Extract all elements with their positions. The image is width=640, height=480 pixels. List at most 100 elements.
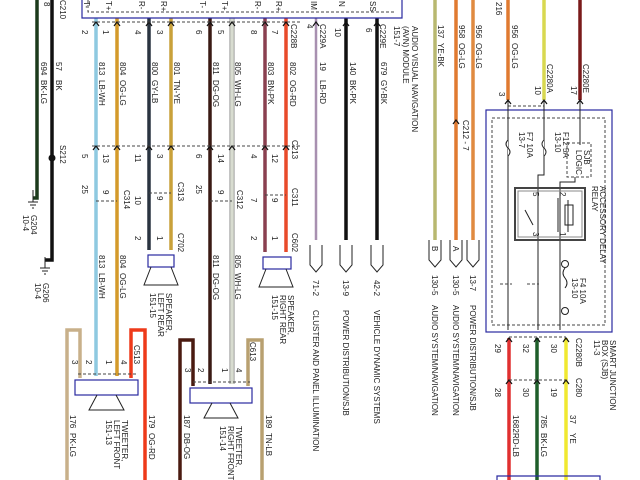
pin-number: 2 <box>249 236 258 241</box>
pin-number: 1 <box>220 368 229 373</box>
pin-label: R+ <box>159 1 168 12</box>
inline-connector-shells <box>96 192 286 202</box>
wire-color-code: YE-BK <box>436 43 445 68</box>
wire-color-code: TN-LB <box>264 433 273 456</box>
pin-number: 12 <box>270 154 279 163</box>
wire-color-code: WH-LG <box>233 80 242 107</box>
fuse-f12-icon <box>541 139 547 157</box>
connector-arrow-icon <box>167 21 175 27</box>
reference-page: 13-9 <box>341 280 350 297</box>
tweeter-cone-icon <box>88 394 125 411</box>
c613-label: C613 <box>248 342 257 362</box>
pin-number: 19 <box>549 388 558 397</box>
pin-label: T- <box>82 1 91 8</box>
pin-number: 4 <box>133 30 142 35</box>
fuse-terminal <box>561 307 569 315</box>
pin-number: 8 <box>249 30 258 35</box>
c212-label: C212 - 7 <box>461 120 470 151</box>
page-reference[interactable]: 42-2 VEHICLE DYNAMIC SYSTEMS <box>370 245 384 424</box>
page-reference[interactable]: 13-9 POWER DISTRIBUTION/SJB <box>339 245 353 416</box>
c2280b-label: C2280B <box>574 338 583 367</box>
pin-number: 2 <box>84 360 93 365</box>
pin-label: R+ <box>274 1 283 12</box>
avn-module-subtitle: (AVN) MODULE <box>401 26 410 84</box>
wire-circuit-number: 805 <box>233 62 242 76</box>
wire-color-code: OG-LG <box>510 43 519 69</box>
wire-color-code: PK-LG <box>68 433 77 457</box>
wire-189-tn-lb <box>246 338 264 480</box>
speaker-location: RIGHT REAR <box>278 295 287 344</box>
c228b-label: C228B <box>289 24 298 48</box>
pin-number: 7 <box>249 198 258 203</box>
pin-number: 25 <box>194 185 203 194</box>
page-reference[interactable]: A 130-5 AUDIO SYSTEM/NAVIGATION <box>449 240 463 416</box>
wire-color-code: BK <box>54 80 63 91</box>
c2280e-label: C2280E <box>581 64 590 93</box>
wire-circuit-number: 804 <box>118 255 127 269</box>
speaker-name: SPEAKER, <box>286 295 295 335</box>
wire-circuit-number: 137 <box>436 25 445 39</box>
connector-arrow-icon <box>452 119 460 125</box>
sjb-internal-lines <box>507 100 581 330</box>
wire-labels: 694BK-LG57BK813LB-WH813LB-WH804OG-LG804O… <box>39 25 577 460</box>
pin-number: 3 <box>70 360 79 365</box>
pin-label: T- <box>198 1 207 8</box>
wire-color-code: WH-LG <box>233 273 242 300</box>
reference-label: VEHICLE DYNAMIC SYSTEMS <box>372 310 381 424</box>
wire-color-code: TN-YE <box>172 80 181 104</box>
wire-187-db-og <box>178 338 195 480</box>
avn-module: T- T+ R- R+ T- T+ R- R+ IM N SS AUDIO VI… <box>81 0 419 132</box>
g206-label: G206 <box>41 283 50 303</box>
pin-number: 10 <box>533 86 542 95</box>
pin-number: 3 <box>155 154 164 159</box>
speaker-cone-icon <box>143 266 179 286</box>
wire-circuit-number: 802 <box>288 62 297 76</box>
relay-switch-icon <box>524 198 569 232</box>
pin-number: 1 <box>101 30 110 35</box>
tweeter-body <box>189 387 253 404</box>
wire-circuit-number: 813 <box>97 255 106 269</box>
g204-label: G204 <box>29 215 38 235</box>
avn-module-title: AUDIO VISUAL NAVIGATION <box>410 26 419 132</box>
pin-number: 2 <box>80 30 89 35</box>
connector-arrow-icon <box>312 21 320 27</box>
page-reference[interactable]: 13-7 POWER DISTRIBUTION/SJB <box>466 240 480 411</box>
tweeter-left-front: 3 2 1 4 C513 TWEETER, LEFT FRONT 151-13 <box>70 345 141 469</box>
page-reference[interactable]: B 130-5 AUDIO SYSTEM/NAVIGATION <box>428 240 442 416</box>
pin-number: 2 <box>196 368 205 373</box>
wire-circuit-number: 179 <box>147 415 156 429</box>
fuse-f4-ref: 13-10 <box>570 278 579 299</box>
page-references: 71-2 CLUSTER AND PANEL ILLUMINATION 13-9 PO… <box>309 240 480 451</box>
wire-color-code: BK-LG <box>39 80 48 104</box>
connector-arrow-icon <box>167 145 175 151</box>
speaker-ref: 151-15 <box>270 295 279 320</box>
pin-number: 4 <box>249 154 258 159</box>
page-reference[interactable]: 71-2 CLUSTER AND PANEL ILLUMINATION <box>309 245 323 451</box>
wire-circuit-number: 956 <box>510 25 519 39</box>
wire-color-code: RD-LB <box>511 433 520 457</box>
grounds: C210 8 S212 G204 10-4 G206 10-4 <box>21 0 67 303</box>
avn-module-inner <box>87 0 396 13</box>
pin-number: 32 <box>521 344 530 353</box>
pin-number: 8 <box>42 2 51 7</box>
reference-pointer-icon <box>466 240 480 268</box>
wire-circuit-number: 189 <box>264 415 273 429</box>
fuse-terminal <box>561 260 569 268</box>
wire-circuit-number: 811 <box>211 255 220 268</box>
pin-number: 6 <box>194 154 203 159</box>
c216-label: 216 <box>494 2 503 16</box>
pin-number: 4 <box>234 368 243 373</box>
speaker-name: SPEAKER, <box>164 293 173 333</box>
ground-icon <box>40 257 50 275</box>
ground-icon <box>28 190 38 209</box>
tweeter-location: RIGHT FRONT <box>226 426 235 480</box>
reference-pointer-icon <box>428 240 442 268</box>
s212-splice <box>48 154 56 162</box>
pin-number: 7 <box>270 30 279 35</box>
pin-number: 13 <box>101 154 110 163</box>
right-connectors: 216 3 C212 - 7 C2280A 10 C2280E 17 <box>461 2 590 151</box>
c210-label: C210 <box>58 0 67 20</box>
reference-label: POWER DISTRIBUTION/SJB <box>341 310 350 416</box>
c280-label: C280 <box>574 378 583 398</box>
